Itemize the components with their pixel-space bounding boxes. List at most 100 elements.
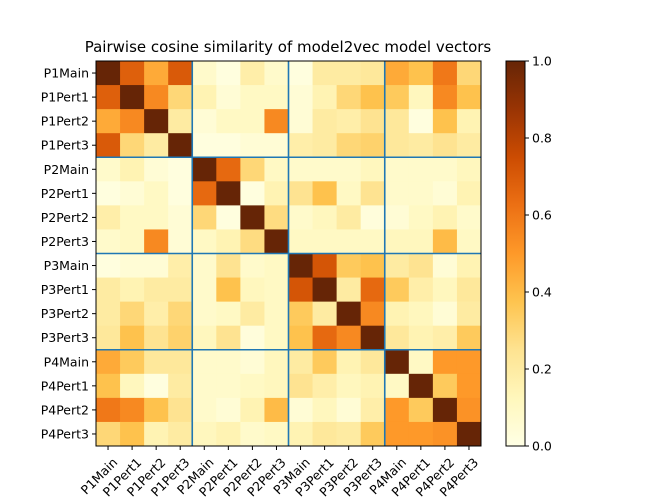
heatmap-cell-P3Pert3-P1Pert2 xyxy=(144,325,169,351)
heatmap-cell-P1Main-P3Pert3 xyxy=(360,61,386,86)
heatmap-cell-P4Pert1-P4Pert1 xyxy=(408,373,434,399)
heatmap-cell-P1Pert2-P1Pert3 xyxy=(168,109,193,134)
heatmap-cell-P2Pert2-P3Pert2 xyxy=(336,205,362,230)
y-tick-label-P2Pert1: P2Pert1 xyxy=(41,186,89,201)
heatmap-cell-P2Main-P2Pert2 xyxy=(240,157,265,182)
heatmap-cell-P2Pert3-P3Pert2 xyxy=(336,229,362,254)
heatmap-cell-P1Pert2-P3Pert1 xyxy=(312,109,338,134)
heatmap-cell-P4Pert3-P3Pert2 xyxy=(336,421,362,447)
heatmap-cell-P2Pert3-P3Pert3 xyxy=(360,229,386,254)
heatmap-cell-P4Pert2-P2Pert2 xyxy=(240,397,265,423)
heatmap-cell-P3Pert2-P1Main xyxy=(96,301,121,327)
heatmap-cell-P1Main-P2Pert3 xyxy=(264,61,289,86)
heatmap-cell-P4Main-P2Main xyxy=(192,349,217,375)
heatmap-cell-P3Pert3-P2Main xyxy=(192,325,217,351)
heatmap-cell-P2Pert2-P4Pert3 xyxy=(456,205,482,230)
heatmap-cell-P3Pert1-P4Pert2 xyxy=(432,277,458,303)
heatmap-cell-P2Pert2-P2Main xyxy=(192,205,217,230)
heatmap-cell-P2Pert2-P3Main xyxy=(288,205,314,230)
heatmap-cell-P4Pert3-P3Pert1 xyxy=(312,421,338,447)
heatmap-cell-P4Pert3-P4Pert2 xyxy=(432,421,458,447)
y-tick-label-P3Pert1: P3Pert1 xyxy=(41,282,89,297)
heatmap-cell-P3Pert1-P2Pert1 xyxy=(216,277,241,303)
heatmap-cell-P1Main-P1Pert3 xyxy=(168,61,193,86)
heatmap-cell-P3Main-P1Pert1 xyxy=(120,253,145,279)
heatmap-cell-P2Pert3-P2Pert3 xyxy=(264,229,289,254)
heatmap-cell-P3Pert3-P2Pert3 xyxy=(264,325,289,351)
heatmap-cell-P2Pert3-P3Main xyxy=(288,229,314,254)
heatmap-cell-P4Pert2-P4Pert3 xyxy=(456,397,482,423)
heatmap-cell-P1Pert2-P1Pert2 xyxy=(144,109,169,134)
y-tick-label-P1Pert1: P1Pert1 xyxy=(41,90,89,105)
heatmap-cell-P4Pert3-P3Main xyxy=(288,421,314,447)
heatmap-cell-P3Main-P4Pert3 xyxy=(456,253,482,279)
heatmap-cell-P4Pert2-P1Main xyxy=(96,397,121,423)
heatmap-cell-P3Pert3-P1Pert3 xyxy=(168,325,193,351)
heatmap-cell-P2Pert2-P4Pert2 xyxy=(432,205,458,230)
heatmap-cell-P3Pert3-P2Pert1 xyxy=(216,325,241,351)
heatmap-cell-P3Main-P4Pert1 xyxy=(408,253,434,279)
heatmap-cell-P1Pert1-P3Pert2 xyxy=(336,85,362,110)
y-tick-label-P3Pert3: P3Pert3 xyxy=(41,330,89,345)
heatmap-cell-P3Pert1-P1Pert3 xyxy=(168,277,193,303)
heatmap-cell-P4Pert3-P1Pert2 xyxy=(144,421,169,447)
heatmap-cell-P1Pert1-P4Pert1 xyxy=(408,85,434,110)
heatmap-cell-P2Main-P4Pert1 xyxy=(408,157,434,182)
heatmap-cell-P3Pert3-P4Main xyxy=(384,325,410,351)
heatmap-cell-P4Pert2-P3Pert1 xyxy=(312,397,338,423)
heatmap-cell-P2Pert2-P3Pert3 xyxy=(360,205,386,230)
heatmap-cell-P1Pert2-P2Pert1 xyxy=(216,109,241,134)
heatmap-cell-P4Main-P3Main xyxy=(288,349,314,375)
heatmap-cell-P1Pert1-P1Pert1 xyxy=(120,85,145,110)
heatmap-cell-P3Pert3-P3Pert3 xyxy=(360,325,386,351)
heatmap-cell-P4Pert2-P1Pert2 xyxy=(144,397,169,423)
heatmap-cell-P1Pert2-P4Pert2 xyxy=(432,109,458,134)
heatmap-cell-P1Pert1-P2Pert3 xyxy=(264,85,289,110)
heatmap-cell-P1Pert3-P2Pert1 xyxy=(216,133,241,158)
heatmap-cell-P1Pert2-P4Pert1 xyxy=(408,109,434,134)
heatmap-cell-P2Pert2-P4Pert1 xyxy=(408,205,434,230)
heatmap-cell-P1Pert3-P4Pert2 xyxy=(432,133,458,158)
heatmap-cell-P4Pert3-P2Pert3 xyxy=(264,421,289,447)
heatmap-cell-P4Main-P4Pert2 xyxy=(432,349,458,375)
heatmap-cell-P2Pert2-P1Pert1 xyxy=(120,205,145,230)
heatmap-cell-P3Main-P3Pert2 xyxy=(336,253,362,279)
heatmap-cell-P2Pert1-P1Pert2 xyxy=(144,181,169,206)
heatmap-cell-P3Pert2-P1Pert2 xyxy=(144,301,169,327)
heatmap-cell-P3Pert1-P3Pert3 xyxy=(360,277,386,303)
heatmap-cell-P1Pert3-P4Pert3 xyxy=(456,133,482,158)
heatmap-cell-P1Pert1-P4Pert2 xyxy=(432,85,458,110)
heatmap-cell-P3Pert3-P3Pert2 xyxy=(336,325,362,351)
colorbar xyxy=(505,60,526,447)
heatmap-cell-P1Pert2-P3Pert2 xyxy=(336,109,362,134)
heatmap-cell-P3Pert2-P4Pert3 xyxy=(456,301,482,327)
heatmap-cell-P3Pert3-P1Main xyxy=(96,325,121,351)
heatmap-cell-P4Main-P1Pert2 xyxy=(144,349,169,375)
y-tick-label-P2Main: P2Main xyxy=(44,162,89,177)
y-tick-label-P2Pert2: P2Pert2 xyxy=(41,210,89,225)
heatmap-cell-P2Pert2-P1Pert3 xyxy=(168,205,193,230)
heatmap-cell-P4Pert1-P3Main xyxy=(288,373,314,399)
heatmap-cell-P4Pert3-P1Main xyxy=(96,421,121,447)
heatmap-cell-P4Main-P3Pert2 xyxy=(336,349,362,375)
heatmap-cell-P4Pert2-P3Pert3 xyxy=(360,397,386,423)
heatmap-cell-P1Pert3-P1Pert2 xyxy=(144,133,169,158)
heatmap-cell-P2Main-P1Main xyxy=(96,157,121,182)
y-tick-label-P4Pert3: P4Pert3 xyxy=(41,426,89,441)
heatmap-cell-P1Main-P3Pert2 xyxy=(336,61,362,86)
heatmap-cell-P3Pert2-P1Pert1 xyxy=(120,301,145,327)
heatmap-cell-P2Main-P3Pert1 xyxy=(312,157,338,182)
heatmap-cell-P3Pert2-P4Pert2 xyxy=(432,301,458,327)
heatmap-cell-P4Pert1-P1Pert3 xyxy=(168,373,193,399)
heatmap-cell-P1Main-P2Pert1 xyxy=(216,61,241,86)
heatmap-cell-P3Main-P1Main xyxy=(96,253,121,279)
heatmap-cell-P1Pert3-P1Pert1 xyxy=(120,133,145,158)
heatmap-cell-P3Main-P2Pert3 xyxy=(264,253,289,279)
heatmap-cell-P1Pert2-P3Pert3 xyxy=(360,109,386,134)
heatmap-cell-P3Main-P2Main xyxy=(192,253,217,279)
heatmap-cell-P2Main-P1Pert1 xyxy=(120,157,145,182)
heatmap-cell-P1Pert3-P3Pert3 xyxy=(360,133,386,158)
heatmap-cell-P2Pert1-P3Pert3 xyxy=(360,181,386,206)
heatmap-cell-P2Main-P4Pert2 xyxy=(432,157,458,182)
heatmap-cell-P3Pert2-P1Pert3 xyxy=(168,301,193,327)
